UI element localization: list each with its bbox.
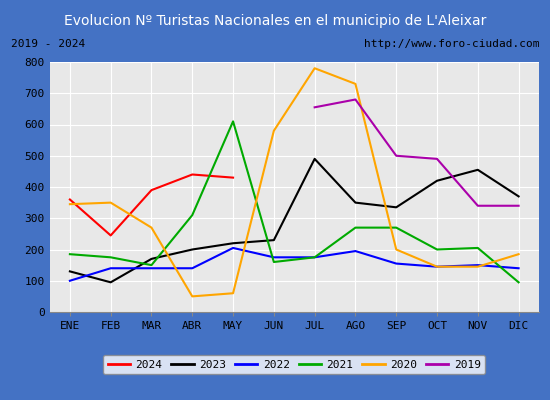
Legend: 2024, 2023, 2022, 2021, 2020, 2019: 2024, 2023, 2022, 2021, 2020, 2019: [103, 355, 485, 374]
Text: http://www.foro-ciudad.com: http://www.foro-ciudad.com: [364, 39, 539, 49]
Text: Evolucion Nº Turistas Nacionales en el municipio de L'Aleixar: Evolucion Nº Turistas Nacionales en el m…: [64, 14, 486, 28]
Text: 2019 - 2024: 2019 - 2024: [11, 39, 85, 49]
